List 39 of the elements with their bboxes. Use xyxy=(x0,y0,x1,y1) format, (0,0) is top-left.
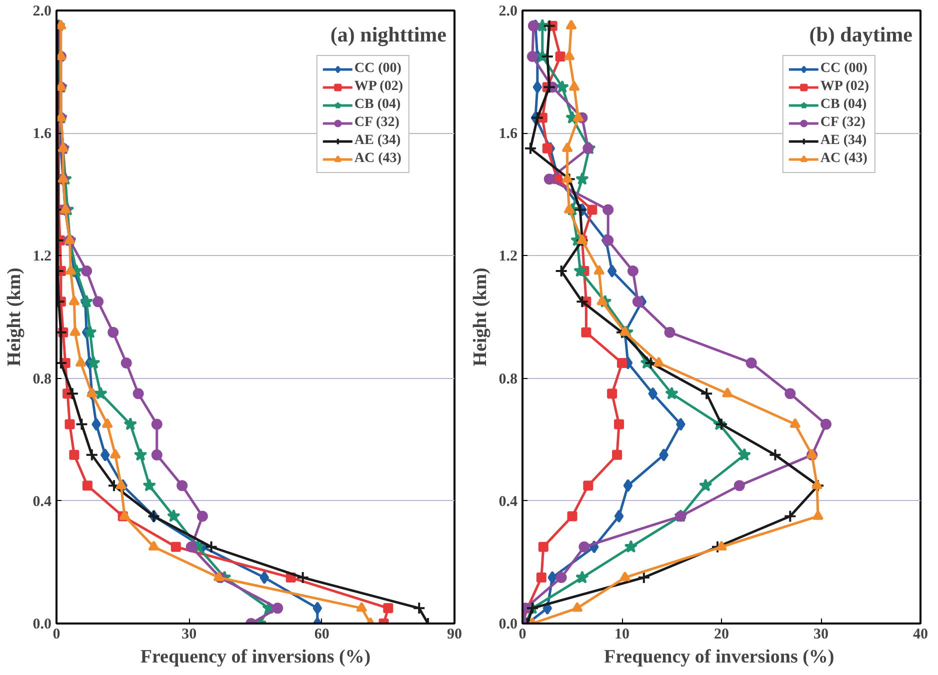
legend-label: WP (02) xyxy=(354,79,403,95)
y-tick-label: 0.4 xyxy=(32,494,52,510)
x-tick-label: 30 xyxy=(814,626,828,642)
legend-label: CC (00) xyxy=(820,61,868,77)
y-tick-label: 0.8 xyxy=(32,371,52,388)
y-tick-label: 1.2 xyxy=(32,248,52,265)
y-tick-label: 0.0 xyxy=(498,616,518,632)
x-tick-label: 20 xyxy=(714,626,729,642)
x-tick-label: 10 xyxy=(614,626,630,642)
x-tick-label: 0 xyxy=(518,626,526,642)
y-tick-label: 1.6 xyxy=(32,126,52,142)
y-tick-label: 0.4 xyxy=(498,494,518,510)
x-tick-label: 40 xyxy=(913,626,928,642)
y-tick-label: 1.6 xyxy=(498,126,518,142)
y-tick-label: 0.8 xyxy=(498,371,518,388)
x-axis-title: Frequency of inversions (%) xyxy=(140,646,371,668)
legend-label: CB (04) xyxy=(354,97,401,113)
legend-label: AC (43) xyxy=(354,151,402,167)
legend-label: AE (34) xyxy=(354,133,401,149)
legend-label: AE (34) xyxy=(820,133,867,149)
y-axis-title: Height (km) xyxy=(470,268,491,366)
x-tick-label: 60 xyxy=(314,626,330,642)
y-tick-label: 1.2 xyxy=(498,248,518,265)
legend-label: CF (32) xyxy=(820,115,866,131)
legend-label: CB (04) xyxy=(820,97,867,113)
x-axis-title: Frequency of inversions (%) xyxy=(604,646,834,668)
legend-label: AC (43) xyxy=(820,151,868,167)
x-tick-label: 0 xyxy=(52,626,60,642)
legend-label: WP (02) xyxy=(820,79,869,95)
y-tick-label: 0.0 xyxy=(32,616,52,632)
y-axis-title: Height (km) xyxy=(4,268,25,366)
legend-label: CC (00) xyxy=(354,61,402,77)
legend-label: CF (32) xyxy=(354,115,400,131)
y-tick-label: 2.0 xyxy=(32,4,52,20)
x-tick-label: 90 xyxy=(447,626,462,642)
annotation: (a) nighttime xyxy=(330,22,447,46)
x-tick-label: 30 xyxy=(182,626,197,642)
y-tick-label: 2.0 xyxy=(498,4,518,20)
annotation: (b) daytime xyxy=(809,22,913,46)
